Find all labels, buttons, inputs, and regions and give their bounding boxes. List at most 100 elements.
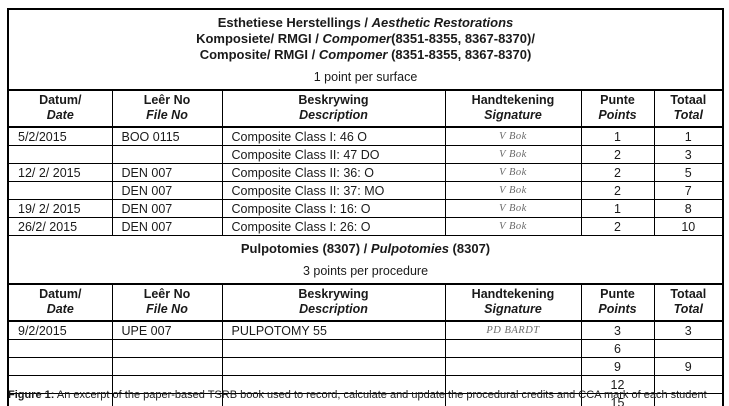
cell-description xyxy=(221,339,446,358)
col-header-totaal: Totaal Total xyxy=(653,89,724,128)
cell-file-no: UPE 007 xyxy=(111,320,223,340)
cell-total: 10 xyxy=(653,217,724,236)
col-label-af: Beskrywing xyxy=(298,287,369,301)
cell-total: 3 xyxy=(653,320,724,340)
title-text-italic: Compomer xyxy=(318,47,388,62)
col-label-af: Leêr No xyxy=(143,287,191,301)
cell-points: 2 xyxy=(580,163,655,182)
figure-caption-label: Figure 1: xyxy=(8,389,55,401)
cell-points: 2 xyxy=(580,217,655,236)
cell-date: 19/ 2/ 2015 xyxy=(7,199,113,218)
col-header-beskrywing: Beskrywing Description xyxy=(221,283,446,322)
title-text: (8351-8355, 8367-8370) xyxy=(387,47,532,62)
col-label-en: Total xyxy=(673,302,703,316)
pulpotomies-row-3: 9 9 xyxy=(7,357,724,376)
cell-signature: V Bok xyxy=(444,199,582,218)
restorations-row-5: 19/ 2/ 2015 DEN 007 Composite Class I: 1… xyxy=(7,199,724,218)
cell-signature xyxy=(444,357,582,376)
cell-date xyxy=(7,357,113,376)
cell-total: 1 xyxy=(653,126,724,146)
title-text: Komposiete/ RMGI / xyxy=(196,31,323,46)
restorations-points-rule: 1 point per surface xyxy=(313,70,418,84)
cell-description: Composite Class II: 47 DO xyxy=(221,145,446,164)
restorations-title-row: Esthetiese Herstellings / Aesthetic Rest… xyxy=(8,8,724,91)
restorations-title-block: Esthetiese Herstellings / Aesthetic Rest… xyxy=(8,8,724,91)
col-header-datum: Datum/Date xyxy=(7,89,113,128)
col-label-en: Date xyxy=(46,302,74,316)
col-label-af: Punte xyxy=(600,287,635,301)
pulpotomies-row-4: 12 xyxy=(7,375,724,394)
col-label-en: Signature xyxy=(484,302,542,316)
cell-signature: V Bok xyxy=(444,163,582,182)
pulpotomies-title-row: Pulpotomies (8307) / Pulpotomies (8307) … xyxy=(8,235,724,285)
col-header-datum: Datum/Date xyxy=(7,283,113,322)
restorations-row-1: 5/2/2015 BOO 0115 Composite Class I: 46 … xyxy=(7,126,724,146)
cell-date: 9/2/2015 xyxy=(7,320,113,340)
col-label-en: Description xyxy=(299,108,368,122)
col-label-af: Handtekening xyxy=(471,287,555,301)
cell-signature: PD BARDT xyxy=(444,320,582,340)
tsrb-record-table: Esthetiese Herstellings / Aesthetic Rest… xyxy=(7,8,725,406)
restorations-row-4: DEN 007 Composite Class II: 37: MO V Bok… xyxy=(7,181,724,200)
cell-total: 3 xyxy=(653,145,724,164)
col-label-en: File No xyxy=(146,108,188,122)
cell-signature: V Bok xyxy=(444,126,582,146)
cell-file-no: BOO 0115 xyxy=(111,126,223,146)
cell-file-no xyxy=(111,357,223,376)
col-label-af: Datum/ xyxy=(39,93,82,107)
cell-description: Composite Class I: 16: O xyxy=(221,199,446,218)
title-text: Pulpotomies (8307) / xyxy=(240,241,371,256)
cell-date xyxy=(7,145,113,164)
cell-total: 9 xyxy=(653,357,724,376)
col-label-en: Signature xyxy=(484,108,542,122)
col-header-handtekening: Handtekening Signature xyxy=(444,283,582,322)
title-text-italic: Compomer xyxy=(322,31,392,46)
col-label-en: Date xyxy=(46,108,74,122)
col-label-af: Datum/ xyxy=(39,287,82,301)
cell-date: 5/2/2015 xyxy=(7,126,113,146)
col-header-punte: Punte Points xyxy=(580,89,655,128)
col-label-en: Points xyxy=(598,302,637,316)
cell-total xyxy=(653,393,724,406)
cell-points: 2 xyxy=(580,181,655,200)
restorations-row-3: 12/ 2/ 2015 DEN 007 Composite Class II: … xyxy=(7,163,724,182)
cell-description: Composite Class II: 36: O xyxy=(221,163,446,182)
cell-description: Composite Class I: 46 O xyxy=(221,126,446,146)
restorations-row-6: 26/2/ 2015 DEN 007 Composite Class I: 26… xyxy=(7,217,724,236)
title-text-italic: Aesthetic Restorations xyxy=(371,15,514,30)
col-header-beskrywing: Beskrywing Description xyxy=(221,89,446,128)
cell-total xyxy=(653,339,724,358)
col-label-af: Handtekening xyxy=(471,93,555,107)
cell-points: 1 xyxy=(580,199,655,218)
cell-description xyxy=(221,357,446,376)
title-text: (8307) xyxy=(448,241,491,256)
col-header-totaal: Totaal Total xyxy=(653,283,724,322)
cell-signature: V Bok xyxy=(444,181,582,200)
cell-file-no: DEN 007 xyxy=(111,181,223,200)
cell-points: 9 xyxy=(580,357,655,376)
cell-points: 2 xyxy=(580,145,655,164)
cell-description: Composite Class II: 37: MO xyxy=(221,181,446,200)
cell-file-no: DEN 007 xyxy=(111,163,223,182)
cell-date: 12/ 2/ 2015 xyxy=(7,163,113,182)
cell-points: 6 xyxy=(580,339,655,358)
restorations-title-line-2: Komposiete/ RMGI / Compomer(8351-8355, 8… xyxy=(13,31,718,47)
col-header-handtekening: Handtekening Signature xyxy=(444,89,582,128)
col-header-leer-no: Leêr No File No xyxy=(111,89,223,128)
col-header-leer-no: Leêr No File No xyxy=(111,283,223,322)
cell-date: 26/2/ 2015 xyxy=(7,217,113,236)
cell-total: 8 xyxy=(653,199,724,218)
cell-total xyxy=(653,375,724,394)
pulpotomies-column-header-row: Datum/Date Leêr No File No Beskrywing Desc… xyxy=(7,283,724,322)
restorations-title-line-1: Esthetiese Herstellings / Aesthetic Rest… xyxy=(13,15,718,31)
restorations-column-header-row: Datum/Date Leêr No File No Beskrywing Desc… xyxy=(7,89,724,128)
col-header-punte: Punte Points xyxy=(580,283,655,322)
col-label-af: Totaal xyxy=(670,287,707,301)
pulpotomies-row-2: 6 xyxy=(7,339,724,358)
cell-file-no: DEN 007 xyxy=(111,217,223,236)
cell-signature: V Bok xyxy=(444,145,582,164)
cell-file-no xyxy=(111,145,223,164)
pulpotomies-row-5: 15 xyxy=(7,393,724,406)
pulpotomies-title-block: Pulpotomies (8307) / Pulpotomies (8307) … xyxy=(8,235,724,285)
